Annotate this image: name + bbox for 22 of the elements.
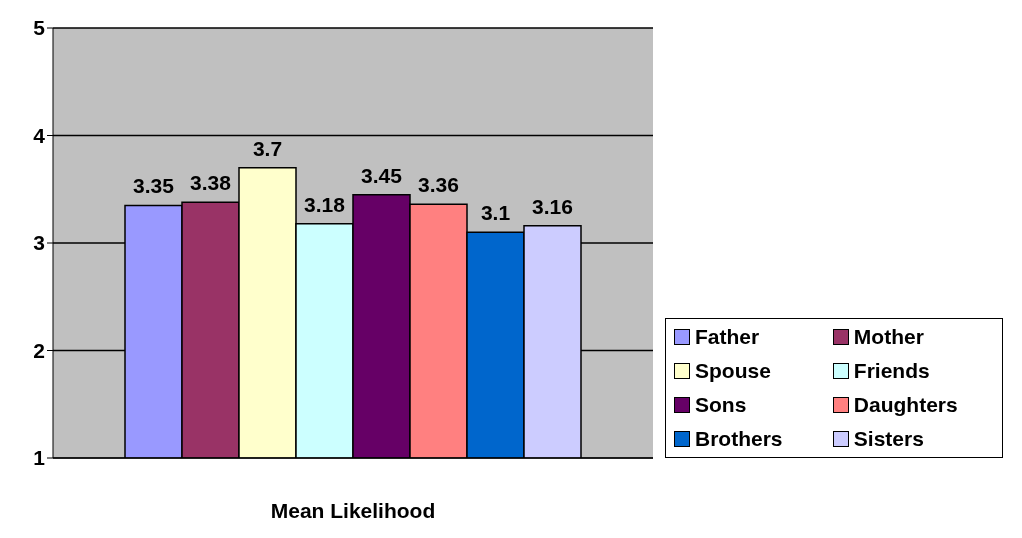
legend-label: Sisters xyxy=(853,427,924,451)
data-label: 3.45 xyxy=(361,163,403,187)
legend-label: Daughters xyxy=(853,393,958,417)
legend-label: Brothers xyxy=(695,427,783,451)
legend-label: Friends xyxy=(853,359,930,383)
y-tick-label: 3 xyxy=(33,231,45,255)
y-tick-label: 1 xyxy=(33,446,46,470)
data-label: 3.1 xyxy=(480,201,511,225)
data-label: 3.16 xyxy=(532,194,573,218)
data-label: 3.35 xyxy=(133,174,175,198)
data-label: 3.38 xyxy=(190,171,232,195)
x-axis-title: Mean Likelihood xyxy=(270,499,436,522)
data-label: 3.7 xyxy=(252,136,283,160)
legend-label: Sons xyxy=(695,393,747,417)
legend-label: Mother xyxy=(853,325,924,349)
y-tick-label: 2 xyxy=(33,338,45,362)
y-tick-label: 5 xyxy=(33,16,46,40)
legend-label: Spouse xyxy=(695,359,771,383)
data-label: 3.18 xyxy=(304,192,346,216)
y-tick-label: 4 xyxy=(33,123,46,147)
data-label: 3.36 xyxy=(418,173,459,197)
legend-label: Father xyxy=(695,325,760,349)
